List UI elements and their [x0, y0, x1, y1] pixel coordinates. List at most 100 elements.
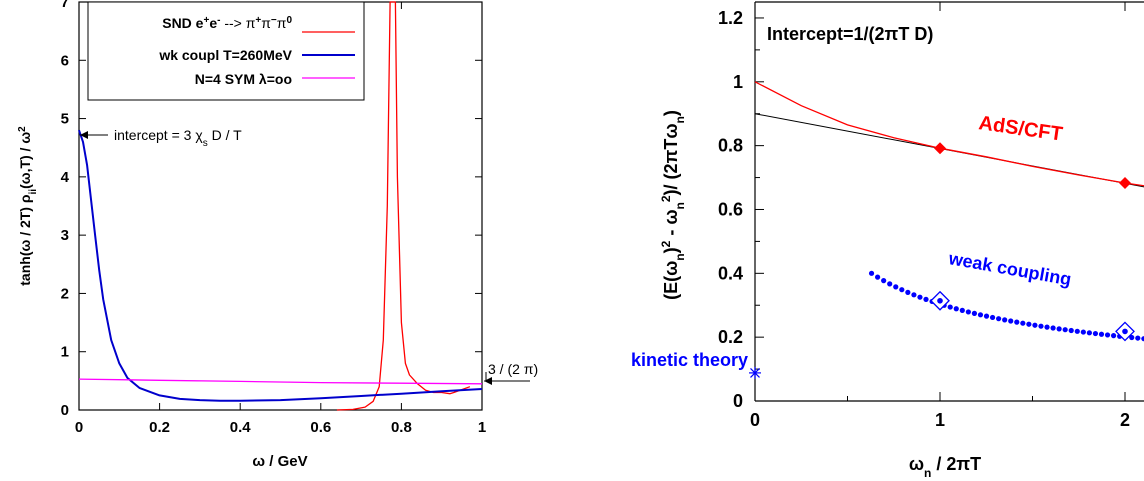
left-series: [78, 1, 483, 411]
weak-coupling-dot: [1002, 317, 1008, 323]
series-wk-coupl-curve: [78, 129, 483, 402]
limit-arrowhead: [484, 377, 492, 385]
right-y-ticks: 0 0.2 0.4 0.6 0.8 1 1.2: [718, 8, 764, 411]
legend-snd-s3: +: [255, 15, 261, 26]
right-x-axis-label: ωn / 2πT: [909, 454, 981, 480]
weak-coupling-dot: [989, 314, 996, 321]
adscft-point: [934, 142, 946, 155]
label-weak-coupling: weak coupling: [946, 248, 1073, 289]
left-y-ticks: 0 1 2 3 4 5 6 7: [61, 0, 482, 419]
series-snd-curve: [336, 1, 471, 411]
legend-snd-m4: π: [277, 15, 287, 31]
left-x-tick-label: 0.8: [391, 419, 412, 436]
left-x-axis-label: ω / GeV: [252, 453, 307, 470]
weak-coupling-dot: [911, 292, 917, 298]
weak-coupling-dot: [959, 307, 965, 313]
left-x-tick-label: 1: [478, 419, 486, 436]
left-y-tick-label: 4: [61, 169, 70, 186]
legend-snd-m3: π: [261, 15, 271, 31]
series-linear-fit-line: [754, 113, 1144, 188]
right-title: Intercept=1/(2πT D): [767, 24, 933, 44]
weak-coupling-dot: [1032, 322, 1038, 328]
weak-coupling-dot: [899, 287, 905, 293]
right-series: [754, 81, 1144, 342]
legend-snd-s2: -: [217, 15, 220, 26]
left-x-tick-label: 0.6: [310, 419, 331, 436]
weak-coupling-dot: [1135, 335, 1141, 341]
intercept-label: intercept = 3 χs D / T: [114, 127, 242, 149]
weak-coupling-dot: [1074, 328, 1080, 334]
left-y-tick-label: 6: [61, 52, 69, 69]
legend-snd-m2: --> π: [220, 15, 255, 31]
weak-coupling-dot: [1098, 331, 1105, 337]
right-x-ticks: 0 1 2: [750, 2, 1130, 430]
weak-coupling-dot: [923, 296, 929, 302]
weak-coupling-dot: [917, 294, 923, 300]
right-y-axis-label: (E(ωn)2 - ωn2)/ (2πTωn): [659, 110, 687, 300]
weak-coupling-dot: [983, 313, 990, 319]
left-y-tick-label: 7: [61, 0, 69, 11]
weak-coupling-dot: [875, 274, 881, 280]
weak-coupling-dot: [1038, 323, 1044, 329]
legend-entry-wk: wk coupl T=260MeV: [158, 47, 292, 63]
weak-coupling-dot: [1020, 320, 1026, 326]
weak-coupling-dot: [1086, 330, 1092, 336]
right-y-tick-label: 0.4: [718, 263, 743, 283]
weak-coupling-dot: [1044, 324, 1050, 330]
weak-coupling-dot: [1141, 336, 1144, 342]
kinetic-theory-star-stroke: [750, 367, 760, 378]
right-panel: 0 1 2 0 0.2 0.4 0.6 0.8 1 1.2 Intercept=1/(2πT D…: [631, 1, 1144, 480]
kinetic-theory-marker: [749, 366, 761, 379]
series-n4-sym-curve: [78, 378, 483, 385]
intercept-sub: s: [203, 138, 208, 149]
right-y-tick-label: 0.8: [718, 136, 743, 156]
weak-coupling-dot: [977, 312, 984, 318]
right-y-tick-label: 1: [733, 72, 743, 92]
adscft-point: [1119, 176, 1131, 189]
weak-coupling-dot: [1110, 333, 1117, 339]
right-y-tick-label: 0.2: [718, 327, 743, 347]
legend-entry-snd: SND e+e- --> π+π−π0: [162, 15, 292, 32]
weak-coupling-dot: [868, 270, 875, 276]
left-x-tick-label: 0: [75, 419, 83, 436]
weak-coupling-dot: [965, 309, 971, 315]
right-x-tick-label: 1: [935, 410, 945, 430]
weak-coupling-point-center: [1122, 328, 1128, 335]
legend-snd-s5: 0: [286, 15, 292, 26]
weak-coupling-dot: [1062, 327, 1068, 333]
legend-entry-sym: N=4 SYM λ=oo: [195, 71, 292, 87]
weak-coupling-dot: [1129, 334, 1135, 341]
intercept-text-a: intercept = 3 χ: [114, 127, 203, 143]
left-y-tick-label: 0: [61, 402, 69, 419]
legend-snd-s1: +: [203, 15, 209, 26]
weak-coupling-dot: [1080, 329, 1086, 335]
label-adscft: AdS/CFT: [977, 112, 1064, 146]
legend-snd-m1: e: [209, 15, 217, 31]
weak-coupling-dot: [1104, 332, 1111, 338]
series-adscft-curve: [754, 81, 1144, 187]
right-y-tick-label: 0: [733, 391, 743, 411]
weak-coupling-dot: [953, 306, 959, 312]
weak-coupling-dot: [1056, 326, 1062, 332]
legend-snd-base: SND e: [162, 15, 203, 31]
weak-coupling-dot: [881, 278, 887, 284]
weak-coupling-dot: [887, 281, 893, 287]
weak-coupling-dot: [893, 284, 899, 290]
right-x-tick-label: 2: [1120, 410, 1130, 430]
left-y-axis-label: tanh(ω / 2T) ρii(ω,T) / ω2: [17, 126, 39, 286]
left-y-tick-label: 2: [61, 285, 69, 302]
left-x-tick-label: 0.2: [149, 419, 170, 436]
limit-label: 3 / (2 π): [488, 361, 538, 377]
weak-coupling-dot: [947, 304, 953, 310]
weak-coupling-dot: [996, 316, 1002, 322]
weak-coupling-dot: [971, 310, 978, 316]
intercept-arrowhead: [80, 131, 88, 139]
right-x-tick-label: 0: [750, 410, 760, 430]
left-y-tick-label: 3: [61, 227, 69, 244]
weak-coupling-dot: [1050, 325, 1056, 331]
left-x-tick-label: 0.4: [230, 419, 252, 436]
right-y-tick-label: 0.6: [718, 199, 743, 219]
weak-coupling-dot: [1008, 318, 1014, 324]
